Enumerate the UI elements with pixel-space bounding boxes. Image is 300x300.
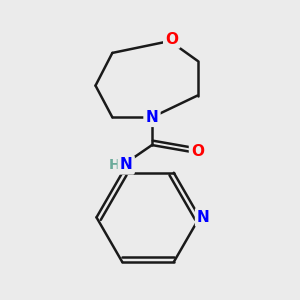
Text: N: N <box>146 110 158 125</box>
Text: H: H <box>109 158 120 172</box>
Text: N: N <box>120 158 133 172</box>
Text: O: O <box>191 145 204 160</box>
Text: N: N <box>197 210 210 225</box>
Text: O: O <box>165 32 178 46</box>
